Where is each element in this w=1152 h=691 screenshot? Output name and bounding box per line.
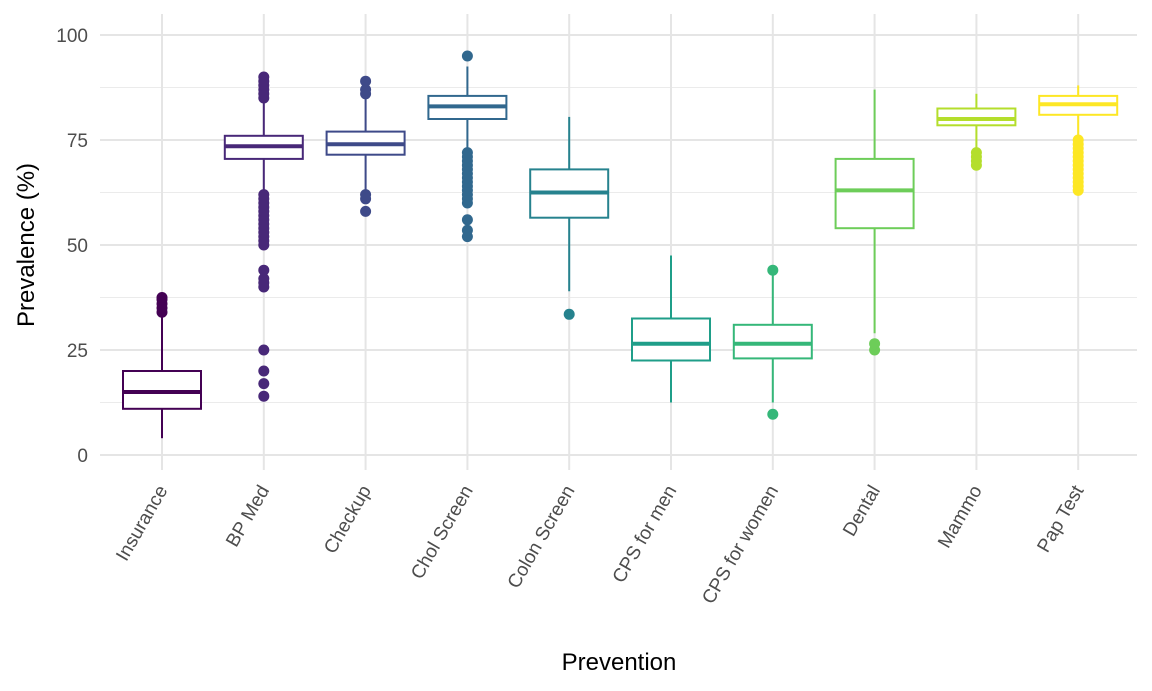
- outlier-point: [360, 205, 372, 217]
- y-tick-label: 0: [77, 446, 88, 467]
- outlier-point: [258, 273, 270, 285]
- x-tick-label: Pap Test: [1034, 481, 1089, 556]
- x-tick-label: Checkup: [320, 482, 376, 557]
- box-group: [427, 50, 508, 243]
- y-axis-title: Prevalence (%): [13, 163, 40, 327]
- outlier-point: [258, 344, 270, 356]
- outlier-point: [461, 147, 473, 159]
- outlier-point: [767, 264, 779, 276]
- grid-layer: [100, 14, 1137, 470]
- box-group: [732, 264, 813, 420]
- box-group: [834, 89, 915, 356]
- box-iqr: [834, 157, 915, 230]
- y-tick-label: 100: [56, 26, 88, 47]
- outlier-point: [156, 292, 168, 303]
- outlier-point: [1072, 134, 1084, 146]
- outlier-point: [258, 264, 270, 276]
- box-group: [223, 71, 304, 402]
- outlier-point: [258, 378, 270, 390]
- y-tick-label: 75: [67, 131, 88, 152]
- outlier-point: [461, 50, 473, 62]
- box-group: [529, 116, 610, 320]
- box-group: [936, 93, 1017, 171]
- x-tick-label: Mammo: [934, 482, 986, 552]
- box-group: [1038, 85, 1119, 196]
- x-tick-label: CPS for men: [609, 482, 682, 587]
- outlier-point: [360, 75, 372, 87]
- outlier-point: [258, 189, 270, 201]
- outlier-point: [258, 390, 270, 402]
- outlier-point: [869, 338, 881, 350]
- x-tick-label: Chol Screen: [407, 482, 477, 583]
- box-iqr: [631, 317, 711, 362]
- box-iqr: [732, 323, 813, 360]
- outlier-point: [258, 71, 270, 83]
- outlier-point: [767, 408, 779, 420]
- x-axis-title: Prevention: [562, 649, 677, 676]
- outlier-point: [461, 224, 473, 236]
- box-group: [631, 255, 711, 403]
- y-tick-label: 25: [67, 341, 88, 362]
- box-iqr: [122, 370, 202, 410]
- x-tick-label: CPS for women: [698, 482, 783, 608]
- box-iqr: [936, 107, 1017, 127]
- box-layer: [122, 50, 1119, 439]
- y-tick-label: 50: [67, 236, 88, 257]
- outlier-point: [360, 189, 372, 201]
- outlier-point: [563, 308, 575, 320]
- outlier-point: [258, 365, 270, 377]
- outlier-point: [970, 147, 982, 159]
- outlier-point: [461, 214, 473, 226]
- x-tick-label: BP Med: [222, 482, 274, 551]
- box-group: [325, 75, 406, 217]
- box-group: [122, 292, 202, 439]
- x-tick-label: Insurance: [112, 482, 172, 565]
- outlier-point: [360, 84, 372, 96]
- x-tick-label: Dental: [839, 482, 885, 540]
- x-tick-label: Colon Screen: [504, 482, 580, 592]
